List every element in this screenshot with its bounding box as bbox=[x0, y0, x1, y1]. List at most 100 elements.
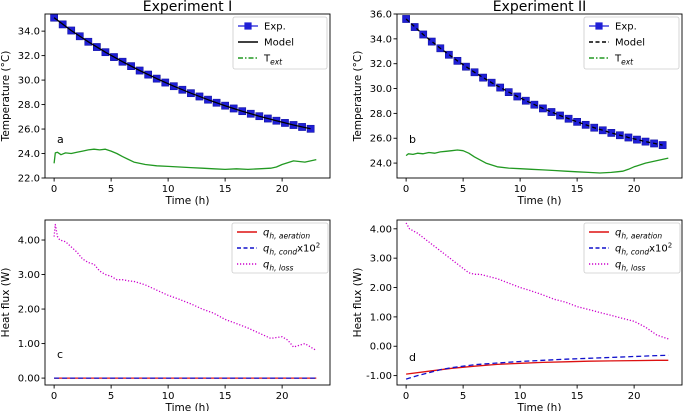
legend-label-main: T bbox=[263, 54, 271, 65]
x-tick-label: 0 bbox=[403, 184, 409, 195]
data-point bbox=[496, 83, 505, 92]
y-tick-label: 24.0 bbox=[370, 159, 392, 170]
x-tick-label: 10 bbox=[162, 184, 175, 195]
legend-label: Exp. bbox=[615, 22, 637, 33]
legend-label-suffix: x10 bbox=[297, 244, 316, 255]
legend-label-sub: h, loss bbox=[269, 264, 293, 273]
legend-label-suffix: x10 bbox=[649, 244, 668, 255]
series-line-text bbox=[405, 149, 669, 174]
series-line-qhloss bbox=[405, 222, 669, 340]
data-point bbox=[598, 126, 607, 135]
data-point bbox=[658, 141, 667, 149]
y-tick-label: 34.0 bbox=[18, 27, 40, 38]
panel-label: c bbox=[57, 348, 63, 361]
y-axis-label: Heat flux (W) bbox=[0, 268, 12, 338]
y-tick-label: 3.00 bbox=[370, 254, 392, 265]
panel-label: d bbox=[409, 351, 416, 364]
y-tick-label: 36.0 bbox=[370, 10, 392, 21]
legend-frame bbox=[231, 222, 329, 274]
legend-label-main: q bbox=[615, 244, 621, 255]
x-axis-label: Time (h) bbox=[165, 195, 210, 207]
x-tick-label: 5 bbox=[108, 391, 114, 402]
data-point bbox=[410, 23, 419, 31]
legend-frame bbox=[583, 222, 681, 274]
x-axis-label: Time (h) bbox=[517, 402, 562, 411]
data-point bbox=[445, 50, 453, 59]
data-point bbox=[427, 37, 436, 46]
legend-label: qh, condx102 bbox=[615, 242, 672, 257]
legend-label-main: Model bbox=[264, 38, 294, 49]
x-tick-label: 0 bbox=[403, 391, 409, 402]
y-tick-label: 26.0 bbox=[18, 125, 40, 136]
y-tick-label: 4.00 bbox=[18, 236, 40, 247]
legend-frame bbox=[583, 16, 680, 70]
y-tick-label: -1.00 bbox=[366, 371, 392, 382]
legend-marker bbox=[595, 22, 603, 30]
legend-label: qh, condx102 bbox=[263, 242, 320, 257]
data-point bbox=[607, 129, 616, 137]
chart-title: Experiment II bbox=[493, 0, 587, 15]
legend-label: Text bbox=[614, 54, 634, 67]
y-tick-label: 2.00 bbox=[370, 283, 392, 294]
legend: Exp. Model Text bbox=[232, 16, 328, 70]
legend-label-sub: h, loss bbox=[621, 264, 645, 273]
legend-marker bbox=[244, 22, 252, 30]
legend-label-main: q bbox=[263, 228, 269, 239]
plot-frame bbox=[44, 13, 331, 179]
y-axis-label: Temperature (°C) bbox=[0, 51, 12, 143]
x-axis-label: Time (h) bbox=[517, 195, 562, 207]
plot-frame bbox=[396, 219, 683, 386]
legend-label-sub: h, aeration bbox=[269, 232, 310, 241]
data-point bbox=[402, 15, 410, 23]
legend-label-main: q bbox=[615, 228, 621, 239]
data-point bbox=[462, 62, 470, 71]
series-line-text bbox=[53, 148, 317, 171]
y-axis-label: Temperature (°C) bbox=[352, 51, 364, 143]
y-tick-label: 22.0 bbox=[18, 174, 40, 185]
legend-label-sup: 2 bbox=[316, 242, 320, 250]
x-tick-label: 15 bbox=[219, 391, 232, 402]
legend-label-main: Exp. bbox=[615, 22, 637, 33]
x-tick-label: 5 bbox=[108, 184, 114, 195]
panel-b: Experiment II 0 5 10 15 20 24.0 26.0 28.0 30.0 32.… bbox=[352, 0, 683, 207]
panel-label: a bbox=[57, 133, 64, 146]
y-tick-label: 26.0 bbox=[370, 134, 392, 145]
x-tick-label: 20 bbox=[276, 391, 289, 402]
plot-frame bbox=[44, 219, 331, 386]
series-line-qhaeration bbox=[406, 359, 669, 375]
legend-label-sub: ext bbox=[621, 58, 634, 67]
legend-label-sub: h, cond bbox=[269, 248, 297, 257]
y-tick-label: 32.0 bbox=[370, 59, 392, 70]
x-tick-label: 15 bbox=[219, 184, 232, 195]
series-line-model bbox=[53, 17, 311, 130]
y-tick-label: 24.0 bbox=[18, 149, 40, 160]
y-tick-label: 3.00 bbox=[18, 270, 40, 281]
data-point bbox=[479, 73, 487, 82]
x-tick-label: 20 bbox=[628, 391, 641, 402]
chart-title: Experiment I bbox=[143, 0, 232, 15]
panel-a: Experiment I 0 5 10 15 20 22.0 24.0 26.0 28.0 30.0… bbox=[0, 0, 331, 207]
legend-label-main: Exp. bbox=[264, 22, 286, 33]
legend: Exp. Model Text bbox=[583, 16, 680, 70]
x-tick-label: 10 bbox=[162, 391, 175, 402]
x-tick-label: 5 bbox=[460, 184, 466, 195]
x-tick-label: 0 bbox=[51, 184, 57, 195]
legend-label: qh, aeration bbox=[615, 228, 662, 241]
legend-label-sub: ext bbox=[270, 58, 283, 67]
legend-label: qh, aeration bbox=[263, 228, 310, 241]
legend-label-main: Model bbox=[615, 38, 645, 49]
x-tick-label: 10 bbox=[514, 184, 527, 195]
legend-label-main: q bbox=[615, 260, 621, 271]
series-line-qhcondx102 bbox=[405, 354, 669, 380]
y-tick-label: 30.0 bbox=[18, 76, 40, 87]
plot-frame bbox=[396, 13, 683, 179]
panel-label: b bbox=[409, 133, 416, 146]
x-tick-label: 20 bbox=[628, 184, 641, 195]
y-tick-label: 1.00 bbox=[18, 339, 40, 350]
x-tick-label: 10 bbox=[514, 391, 527, 402]
legend-label: qh, loss bbox=[615, 260, 645, 273]
data-point bbox=[306, 124, 315, 133]
legend-frame bbox=[232, 16, 328, 70]
